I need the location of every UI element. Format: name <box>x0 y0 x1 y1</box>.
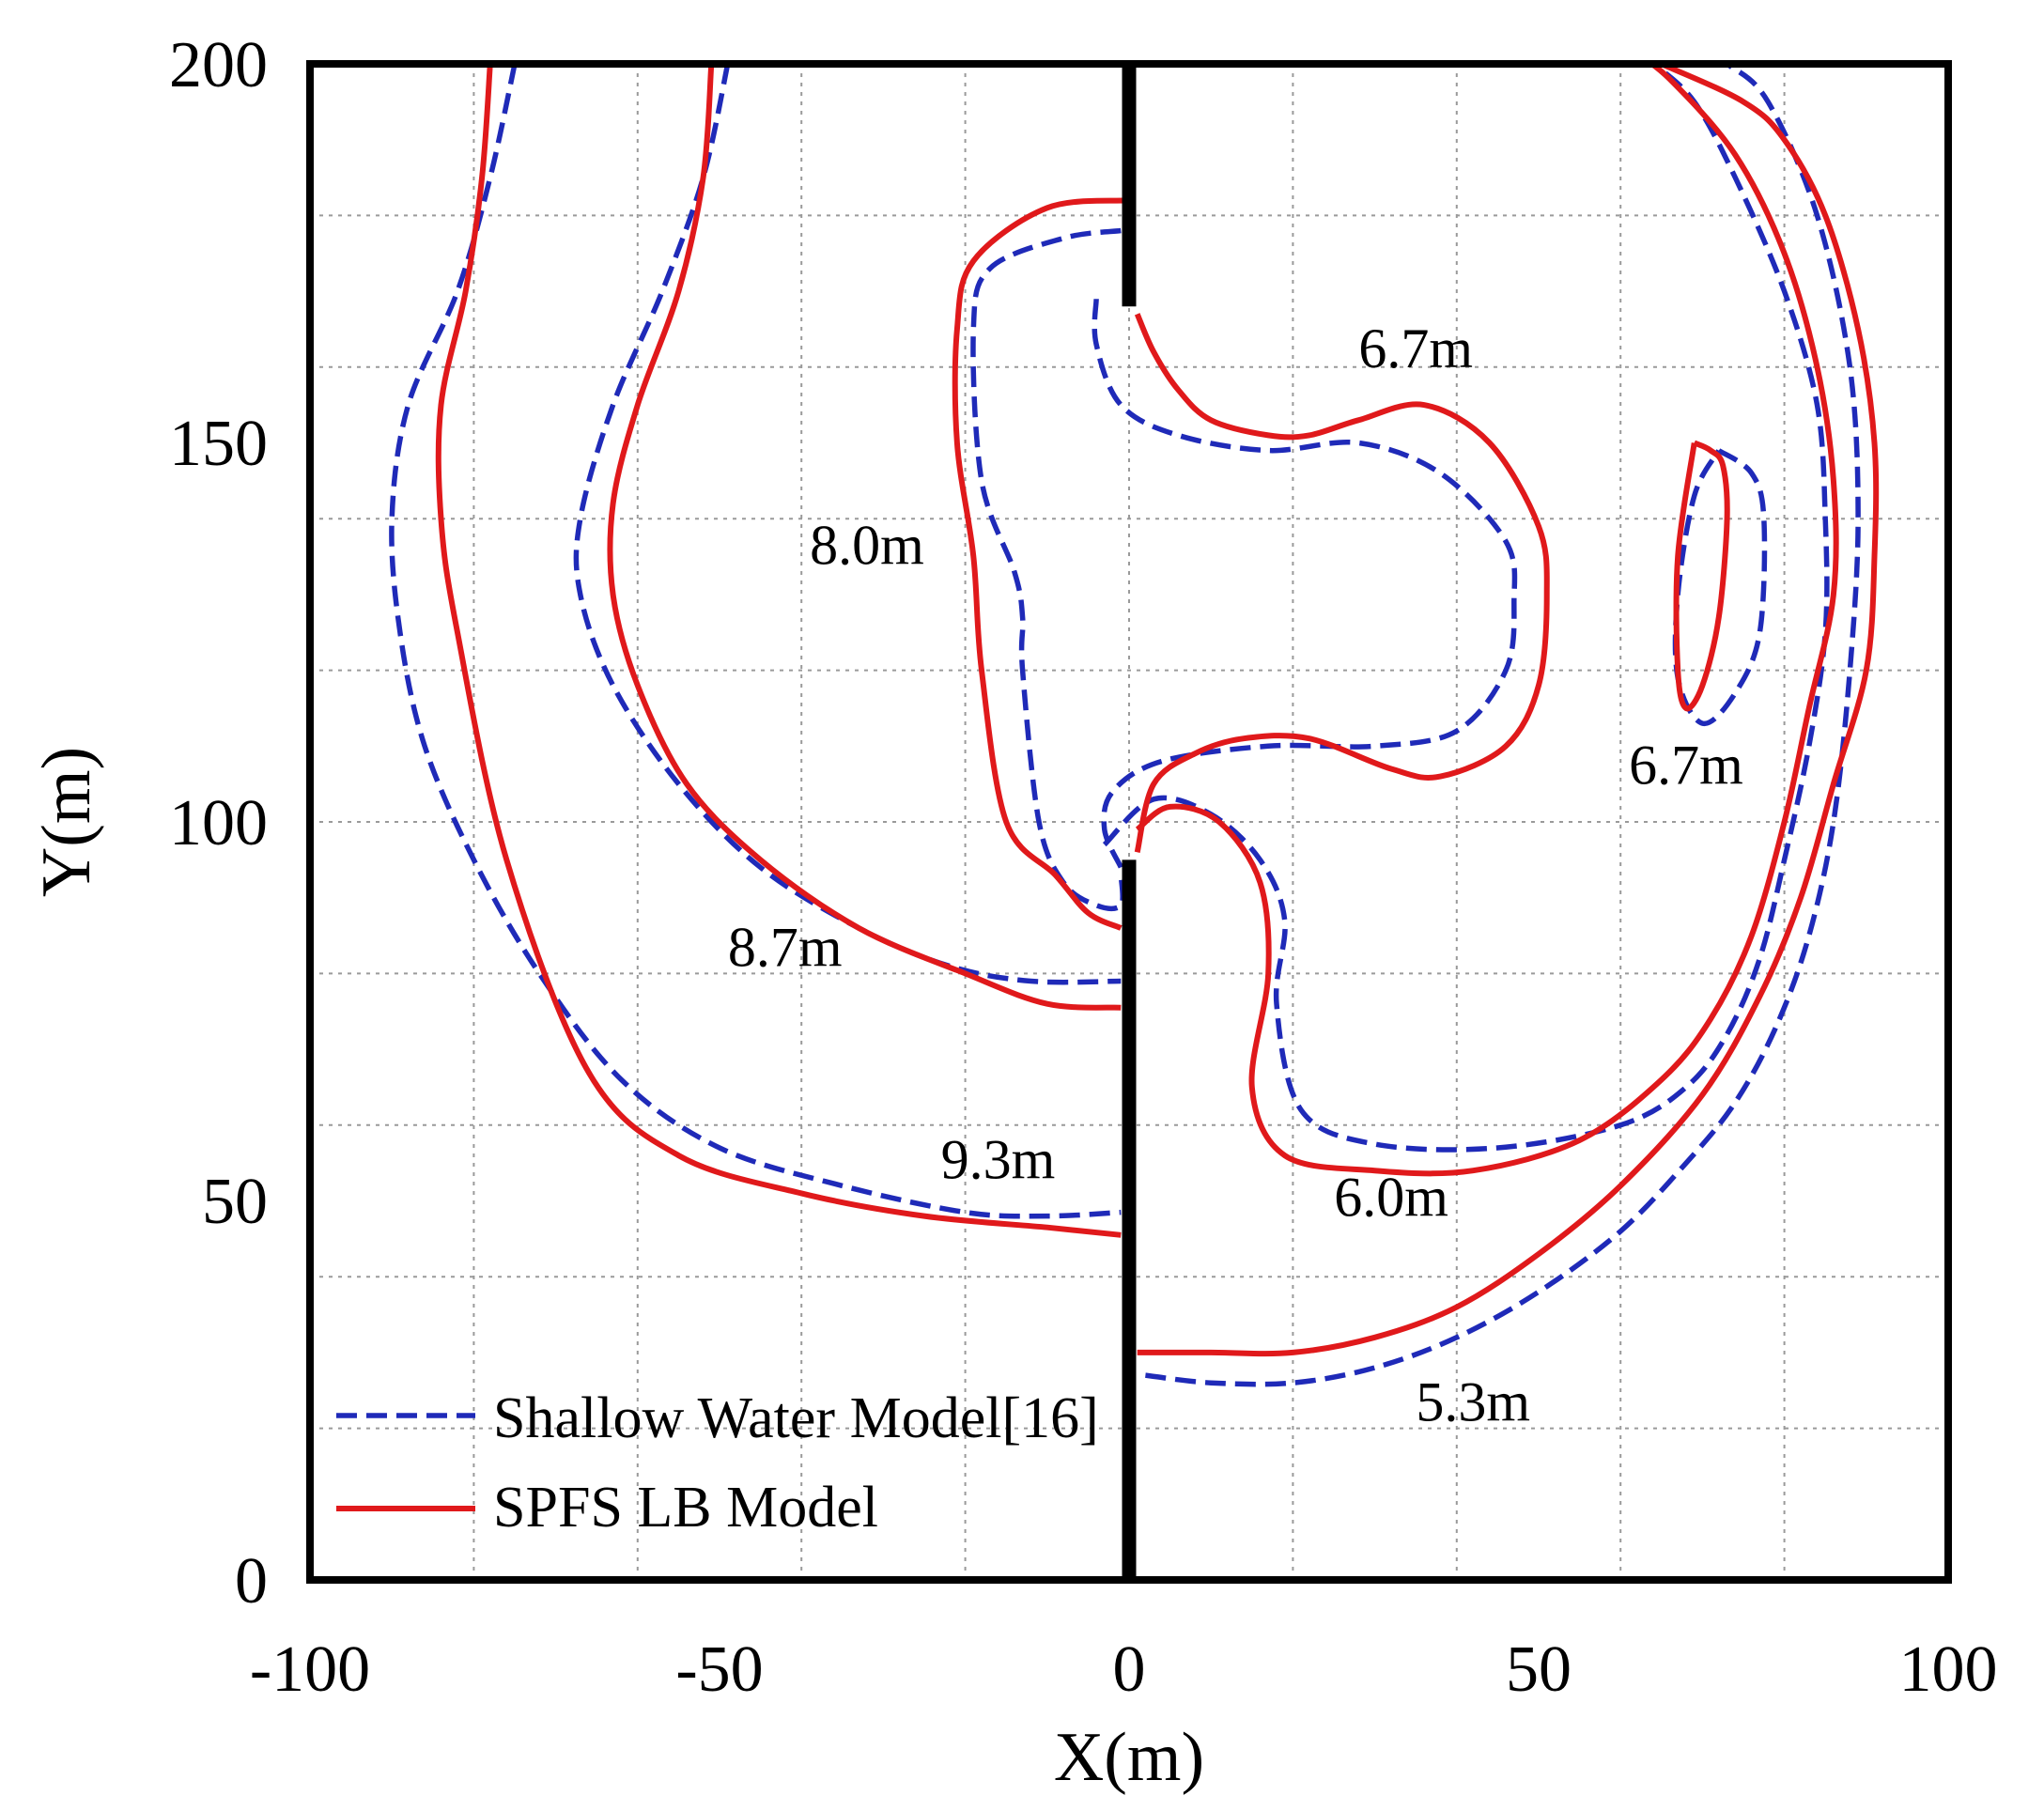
y-tick-labels: 0 50 100 150 200 <box>169 29 268 1618</box>
contour-line-5-3 <box>1145 64 1861 1387</box>
contour-line-8-7 <box>389 64 1122 1219</box>
y-tick-label: 200 <box>169 29 268 101</box>
contour-line-6-0 <box>1102 64 1830 1153</box>
y-tick-label: 50 <box>202 1166 268 1238</box>
contour-line-6-0 <box>1135 64 1839 1177</box>
contour-line-8-0 <box>970 227 1125 912</box>
x-tick-label: -50 <box>675 1633 763 1706</box>
contour-line-6-7-island <box>1673 440 1730 712</box>
x-tick-label: -100 <box>250 1633 370 1706</box>
x-tick-label: 50 <box>1506 1633 1572 1706</box>
contour-label: 9.3m <box>941 1128 1056 1190</box>
y-tick-label: 0 <box>235 1545 268 1618</box>
contour-line-8-7 <box>435 64 1122 1238</box>
contour-line-6-7 <box>1092 299 1518 869</box>
contour-label: 6.0m <box>1334 1167 1448 1229</box>
contour-line-6-7-island <box>1672 448 1768 726</box>
contour-line-8-7 <box>607 64 1122 1011</box>
contour-label: 6.7m <box>1358 317 1473 379</box>
contour-labels: 6.7m 8.0m 6.7m 8.7m 9.3m 6.0m 5.3m <box>728 317 1743 1433</box>
contour-line-5-3 <box>1137 64 1880 1357</box>
x-tick-labels: -100 -50 0 50 100 <box>250 1633 1998 1706</box>
y-tick-label: 100 <box>169 787 268 859</box>
legend-label-spfs-lb: SPFS LB Model <box>493 1476 878 1540</box>
contour-label: 8.0m <box>810 515 924 577</box>
legend: Shallow Water Model[16] SPFS LB Model <box>336 1386 1099 1540</box>
contour-line-8-0 <box>952 197 1130 931</box>
y-tick-label: 150 <box>169 408 268 480</box>
contour-label: 5.3m <box>1416 1371 1530 1433</box>
y-axis-title: Y(m) <box>28 747 105 897</box>
plot-frame <box>306 60 1952 1584</box>
contour-label: 8.7m <box>728 916 843 978</box>
x-tick-label: 100 <box>1899 1633 1998 1706</box>
contour-line-6-7 <box>1134 313 1550 853</box>
contour-label: 6.7m <box>1629 735 1743 797</box>
legend-label-shallow-water: Shallow Water Model[16] <box>493 1386 1099 1450</box>
series-spfs-lb <box>435 64 1880 1357</box>
series-layer <box>389 64 1880 1387</box>
x-axis-title: X(m) <box>1054 1719 1204 1796</box>
x-tick-label: 0 <box>1113 1633 1146 1706</box>
